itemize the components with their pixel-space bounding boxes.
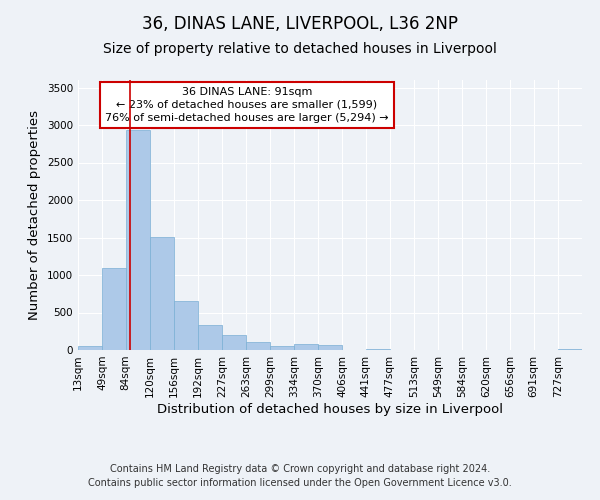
Bar: [78, 346, 102, 350]
Y-axis label: Number of detached properties: Number of detached properties: [28, 110, 41, 320]
Text: 36 DINAS LANE: 91sqm
← 23% of detached houses are smaller (1,599)
76% of semi-de: 36 DINAS LANE: 91sqm ← 23% of detached h…: [105, 87, 389, 123]
Text: 36, DINAS LANE, LIVERPOOL, L36 2NP: 36, DINAS LANE, LIVERPOOL, L36 2NP: [142, 15, 458, 33]
Bar: [198, 325, 222, 350]
Bar: [150, 237, 174, 350]
Bar: [294, 344, 318, 350]
Bar: [222, 335, 246, 350]
Text: Size of property relative to detached houses in Liverpool: Size of property relative to detached ho…: [103, 42, 497, 56]
Text: Contains HM Land Registry data © Crown copyright and database right 2024.
Contai: Contains HM Land Registry data © Crown c…: [88, 464, 512, 487]
X-axis label: Distribution of detached houses by size in Liverpool: Distribution of detached houses by size …: [157, 402, 503, 415]
Bar: [318, 345, 342, 350]
Bar: [365, 348, 390, 350]
Bar: [126, 130, 150, 350]
Bar: [270, 346, 294, 350]
Bar: [246, 342, 270, 350]
Bar: [174, 301, 198, 350]
Bar: [102, 268, 126, 350]
Bar: [558, 348, 582, 350]
